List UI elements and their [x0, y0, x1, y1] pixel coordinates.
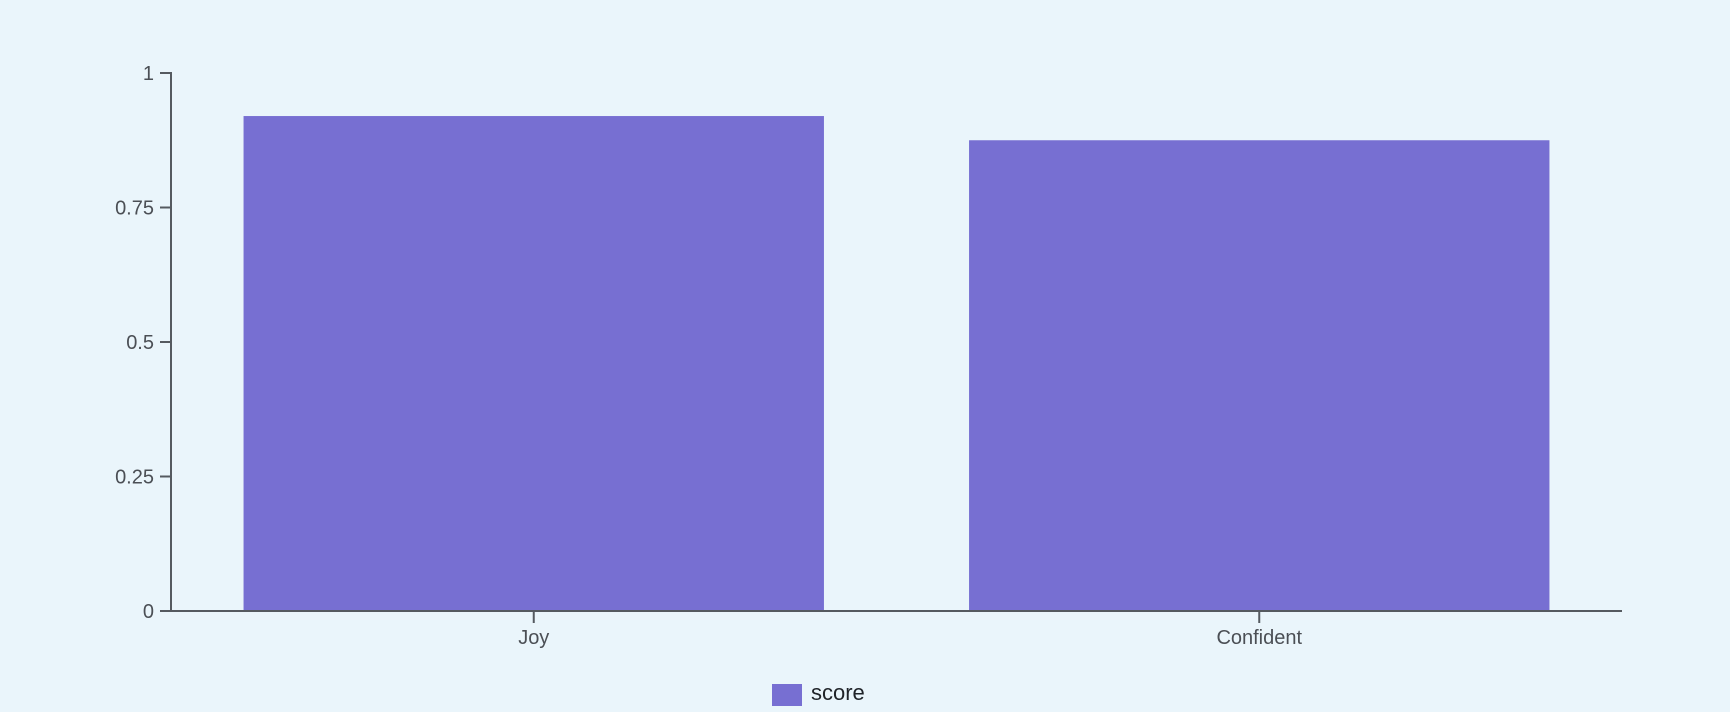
x-ticks: Joy Confident	[518, 611, 1302, 649]
x-tick-label: Confident	[1216, 627, 1302, 649]
bars-layer	[243, 116, 1550, 611]
x-tick-label: Joy	[518, 627, 549, 649]
legend-swatch	[772, 684, 802, 706]
bar-joy	[243, 116, 824, 611]
legend-label: score	[811, 680, 865, 705]
bar-confident	[969, 140, 1550, 611]
y-tick-label: 0	[143, 601, 154, 623]
y-tick-label: 1	[143, 63, 154, 85]
y-ticks: 0 0.25 0.5 0.75 1	[115, 63, 171, 623]
legend: score	[772, 680, 865, 706]
y-tick-label: 0.75	[115, 198, 154, 220]
y-tick-label: 0.5	[126, 332, 154, 354]
y-tick-label: 0.25	[115, 467, 154, 489]
